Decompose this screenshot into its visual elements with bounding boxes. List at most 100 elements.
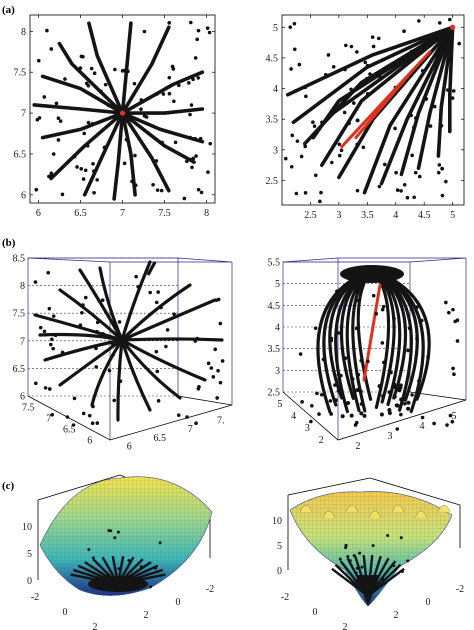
particle-point [159,188,164,193]
particle-point [196,28,201,33]
chart-a-left: 6 6.5 7 7.5 8 6 6.5 7 7.5 8 [14,14,216,219]
z-tick-label: 0 [27,576,32,587]
particle-point [380,307,385,312]
particle-point [392,394,397,399]
particle-point [136,284,141,289]
particle-trajectory [112,111,125,201]
z-tick-label: 6.5 [13,364,26,375]
particle-point [445,423,449,427]
particle-trajectory [337,25,455,180]
particle-point [356,118,360,123]
particle-point [114,585,118,589]
particle-point [413,170,418,175]
particle-point [354,326,359,331]
y-tick-label: 6 [127,442,132,453]
particle-point [190,165,194,170]
particle-point [317,412,321,416]
particle-point [198,136,203,141]
x-tick-label: 3.5 [361,210,374,221]
best-path-segment [354,68,415,140]
particle-point [60,350,65,355]
particle-point [354,298,359,303]
particle-point [309,419,313,424]
particle-point [406,559,410,563]
chart-c-right: 0 5 10 -2 0 2 -2 0 2 [272,477,464,630]
particle-point [220,359,225,363]
particle-point [328,399,333,403]
particle-point [211,375,216,379]
particle-point [366,359,370,364]
particle-trajectory [120,25,171,115]
particle-trajectory [49,111,125,181]
particle-point [189,20,193,25]
back-frame [27,257,179,396]
back-edge [369,477,461,548]
particle-point [402,29,406,34]
particle-point [392,384,397,389]
particle-point [440,166,444,171]
particle-point [91,162,95,166]
particle-point [415,336,419,341]
particle-point [218,380,223,385]
z-tick-label: 6 [20,392,25,403]
particle-point [94,346,98,351]
particle-point [377,384,382,389]
particle-point [394,170,398,175]
particle-point [81,303,85,307]
particle-point [439,123,444,128]
particle-trajectory [331,25,455,115]
surface-peak [322,510,336,519]
particle-point [379,76,383,81]
particle-point [149,585,153,589]
x-tick-label: 6 [87,436,92,447]
particle-point [167,91,172,96]
particle-point [355,566,359,570]
particle-point [406,406,411,411]
particle-point [95,421,100,425]
particle-point [330,160,334,165]
particle-point [63,77,67,81]
x-tick-label: 4 [291,411,296,422]
particle-point [319,392,324,397]
particle-point [313,173,318,178]
x-tick-label: 0 [313,607,318,618]
y-tick-label: 7 [188,424,193,435]
particle-point [113,67,117,72]
particle-point [355,388,360,393]
particle-point [406,348,410,353]
particle-point [116,530,120,534]
particle-point [196,76,200,80]
particle-point [409,113,413,118]
particle-point [355,142,359,147]
particle-point [85,144,90,148]
x-tick-label: 3 [305,423,310,434]
particle-point [134,274,138,279]
particle-point [164,344,168,349]
particle-point [87,413,92,418]
particle-point [167,21,172,25]
particle-trajectory [43,338,124,362]
particle-point [207,30,212,35]
particle-point [387,411,392,416]
chart-b-left: 6 6.5 7 7.5 8 8.5 7.5 7 6.5 6 6 6.5 7 7. [13,254,233,453]
particle-point [167,75,172,80]
particle-trajectory [436,25,455,158]
particle-point [392,564,396,568]
particle-point [109,529,113,533]
optimum-marker [450,24,456,30]
particle-point [195,336,200,341]
particle-trajectory [416,25,455,170]
particle-point [155,188,160,192]
z-tick-label: 5 [27,549,32,560]
particle-point [188,112,192,117]
particle-point [298,352,303,356]
x-tick-label: 7.5 [22,403,35,414]
particle-point [403,401,407,406]
x-tick-label: 2.5 [304,210,317,221]
particle-point [45,28,49,33]
particle-point [154,300,159,305]
particle-point [48,342,53,347]
particle-point [324,72,328,77]
particle-trajectory [120,111,196,164]
particle-point [410,393,414,397]
